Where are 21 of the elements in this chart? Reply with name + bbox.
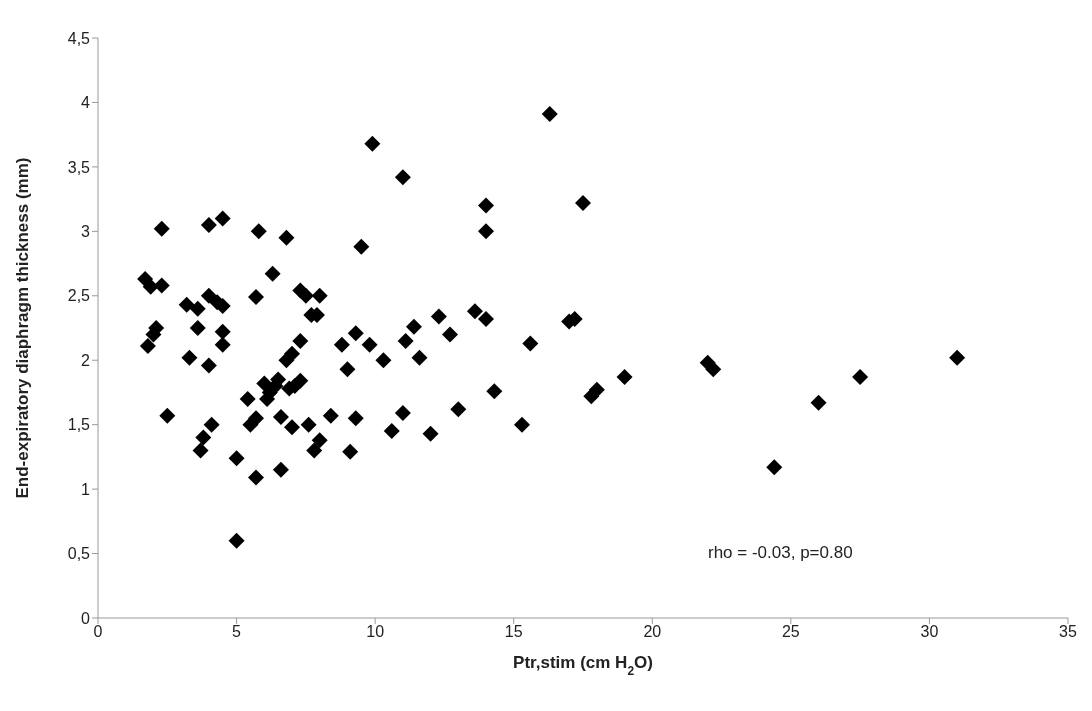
x-tick-label: 15 [504, 623, 523, 641]
y-axis-title: End-expiratory diaphragm thickness (mm) [13, 157, 32, 499]
y-tick-label: 2,5 [67, 287, 91, 305]
x-tick-label: 20 [643, 623, 662, 641]
y-tick-label: 3 [81, 223, 91, 241]
x-tick-label: 25 [781, 623, 800, 641]
y-tick-label: 2 [81, 351, 91, 369]
y-tick-label: 1 [81, 480, 91, 498]
x-tick-label: 5 [232, 623, 242, 641]
y-tick-label: 0 [81, 609, 91, 627]
x-axis-title: Ptr,stim (cm H$_{2}$O) [513, 653, 653, 678]
y-tick-label: 1,5 [67, 416, 91, 434]
annotation: rho = -0.03, p=0.80 [708, 543, 853, 563]
y-tick-label: 4,5 [67, 29, 91, 47]
y-tick-label: 3,5 [67, 158, 91, 176]
x-tick-label: 30 [920, 623, 939, 641]
x-tick-label: 35 [1059, 623, 1077, 641]
x-tick-label: 0 [93, 623, 103, 641]
y-tick-label: 4 [81, 94, 91, 112]
y-tick-label: 0,5 [67, 545, 91, 563]
x-tick-label: 10 [366, 623, 385, 641]
